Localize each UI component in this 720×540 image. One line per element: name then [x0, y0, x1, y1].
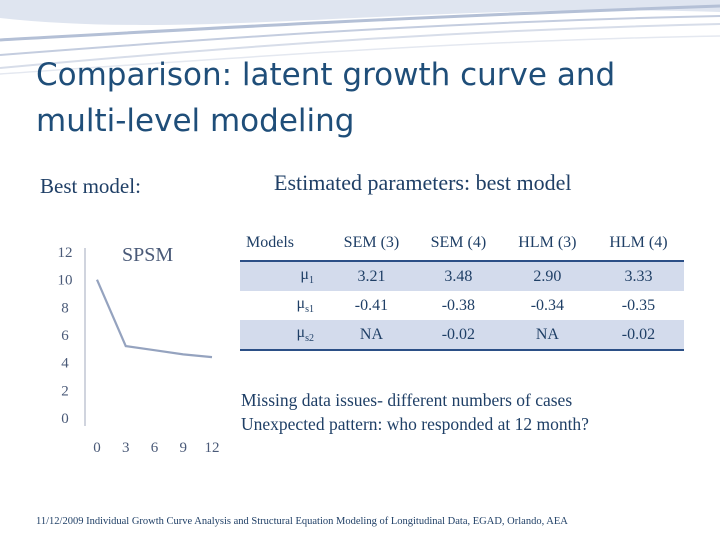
- parameters-table: Models SEM (3) SEM (4) HLM (3) HLM (4) μ…: [240, 226, 684, 351]
- x-tick-label: 12: [205, 440, 220, 456]
- best-model-label: Best model:: [40, 174, 141, 198]
- y-tick-label: 6: [61, 328, 69, 344]
- table-cell: 3.33: [592, 261, 684, 291]
- table-row: μ1 3.21 3.48 2.90 3.33: [240, 261, 684, 291]
- table-cell: 2.90: [501, 261, 593, 291]
- table-cell: -0.38: [414, 291, 502, 320]
- table-cell: -0.35: [592, 291, 684, 320]
- x-tick-label: 0: [93, 440, 101, 456]
- y-tick-label: 12: [58, 245, 73, 261]
- table-cell: 3.21: [328, 261, 415, 291]
- header-models: Models: [240, 226, 328, 262]
- y-tick-labels: 12 10 8 6 4 2 0: [58, 245, 73, 427]
- chart-series: [95, 279, 213, 359]
- footer-text: 11/12/2009 Individual Growth Curve Analy…: [36, 516, 568, 527]
- notes-block: Missing data issues- different numbers o…: [241, 388, 589, 436]
- estimated-parameters-heading: Estimated parameters: best model: [274, 170, 572, 195]
- table-cell: NA: [328, 320, 415, 351]
- spsm-line-chart: SPSM 12 10 8 6 4 2 0 0 3 6 9 12: [58, 244, 220, 456]
- header-hlm4: HLM (4): [592, 226, 684, 262]
- param-mu-s1: μs1: [240, 291, 328, 320]
- table-cell: -0.41: [328, 291, 415, 320]
- table-cell: -0.02: [414, 320, 502, 351]
- slide-title: Comparison: latent growth curve and mult…: [36, 57, 616, 139]
- table-header-row: Models SEM (3) SEM (4) HLM (3) HLM (4): [240, 226, 684, 262]
- table-row: μs2 NA -0.02 NA -0.02: [240, 320, 684, 351]
- header-sem4: SEM (4): [414, 226, 502, 262]
- series-line: [95, 279, 213, 359]
- note-missing-data: Missing data issues- different numbers o…: [241, 390, 573, 410]
- table-cell: 3.48: [414, 261, 502, 291]
- param-mu-s2: μs2: [240, 320, 328, 351]
- note-unexpected-pattern: Unexpected pattern: who responded at 12 …: [241, 414, 589, 434]
- header-sem3: SEM (3): [328, 226, 415, 262]
- header-hlm3: HLM (3): [501, 226, 593, 262]
- y-tick-label: 0: [61, 411, 69, 427]
- x-tick-label: 9: [180, 440, 188, 456]
- x-tick-labels: 0 3 6 9 12: [93, 440, 219, 456]
- x-tick-label: 3: [122, 440, 130, 456]
- y-tick-label: 2: [61, 383, 69, 399]
- param-mu-1: μ1: [240, 261, 328, 291]
- table-cell: -0.02: [592, 320, 684, 351]
- y-tick-label: 8: [61, 300, 69, 316]
- table-cell: NA: [501, 320, 593, 351]
- chart-title: SPSM: [122, 244, 173, 266]
- table-cell: -0.34: [501, 291, 593, 320]
- y-tick-label: 10: [58, 273, 73, 289]
- table-row: μs1 -0.41 -0.38 -0.34 -0.35: [240, 291, 684, 320]
- y-tick-label: 4: [61, 356, 69, 372]
- header-swoosh-decoration: [0, 0, 720, 75]
- x-tick-label: 6: [151, 440, 159, 456]
